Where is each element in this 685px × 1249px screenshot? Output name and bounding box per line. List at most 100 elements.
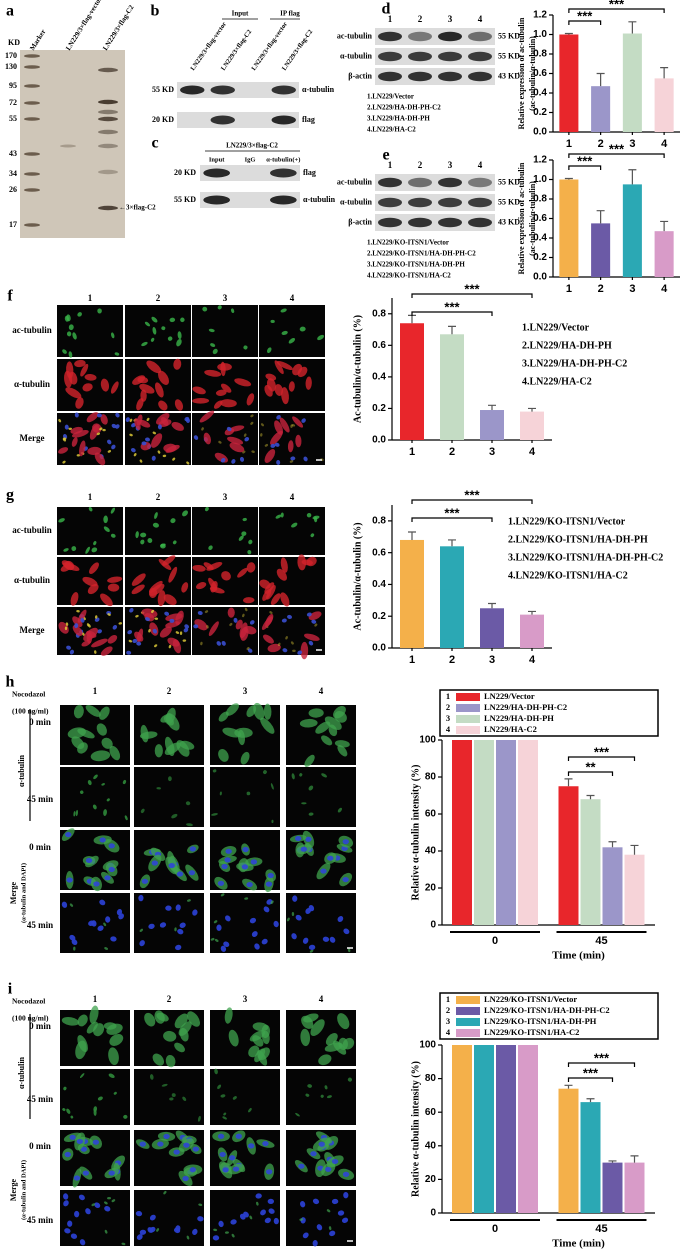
cell [261, 616, 273, 630]
cell [139, 1229, 147, 1235]
nucleus [232, 1166, 240, 1172]
cell [85, 704, 101, 717]
label: Merge [9, 881, 18, 904]
cell [99, 706, 110, 720]
bar [622, 33, 642, 132]
error-bar [408, 314, 416, 324]
label: 1.LN229/Vector [367, 93, 414, 101]
bar [558, 1088, 579, 1213]
cell [220, 399, 237, 408]
cell [312, 1240, 318, 1247]
cell [299, 1218, 304, 1221]
cell [104, 1229, 108, 1234]
cell [149, 1074, 154, 1080]
cell [177, 928, 184, 935]
cell [221, 571, 231, 581]
label: 3 [448, 160, 453, 170]
nucleus [267, 872, 274, 879]
label: 95 [9, 81, 17, 90]
error-bar [448, 539, 456, 547]
bar [520, 411, 544, 440]
label: ←3×flag-C2 [119, 204, 156, 212]
cell [304, 633, 320, 641]
error-bar [528, 610, 536, 615]
cell [263, 770, 267, 775]
cell [99, 899, 106, 906]
cell [223, 1112, 227, 1116]
label: Input [209, 156, 225, 163]
cell [107, 635, 118, 644]
cell [216, 641, 222, 646]
y-tick-label: 40 [425, 1140, 437, 1151]
band [408, 51, 432, 62]
cell [170, 518, 176, 524]
cell [156, 787, 161, 790]
cell [158, 559, 172, 570]
bar [654, 231, 674, 277]
cell [192, 909, 198, 916]
band [468, 31, 492, 42]
cell [157, 590, 166, 607]
cell [295, 914, 302, 921]
cell [226, 426, 232, 432]
cell [103, 526, 110, 532]
cell [74, 1210, 80, 1218]
band [271, 115, 296, 125]
cell [86, 623, 90, 627]
panel-label: a [6, 3, 14, 20]
cell [217, 1084, 222, 1090]
nucleus [320, 868, 327, 874]
cell [260, 423, 264, 427]
cell [292, 416, 304, 428]
cell [217, 363, 232, 371]
micrograph [134, 1190, 204, 1246]
label: 4 [478, 14, 483, 24]
cell [197, 610, 203, 616]
label: 2.LN229/KO-ITSN1/HA-DH-PH-C2 [367, 250, 476, 258]
error-bar [628, 169, 637, 185]
bar [559, 179, 579, 277]
y-tick-label: 100 [419, 735, 436, 746]
cell [202, 306, 208, 312]
cell [154, 382, 164, 398]
cell [306, 512, 312, 518]
cell [185, 801, 191, 806]
bar [559, 34, 579, 132]
cell [168, 644, 172, 649]
error-bar [630, 1155, 639, 1163]
cell [176, 338, 182, 347]
legend-label: 3.LN229/KO-ITSN1/HA-DH-PH-C2 [508, 552, 663, 563]
x-tick-label: 3 [629, 283, 635, 295]
band [24, 223, 40, 227]
cell [77, 609, 87, 623]
cell [182, 510, 188, 517]
label: 3 [243, 994, 248, 1004]
cell [182, 639, 187, 642]
label: LN229/3×flag-C2 [281, 29, 314, 72]
label: 170 [5, 51, 17, 60]
cell [235, 619, 243, 630]
panel-label: i [8, 981, 13, 998]
panel-label: b [151, 3, 160, 20]
legend-swatch [456, 693, 480, 701]
cell [248, 1107, 252, 1113]
nucleus [262, 1140, 269, 1147]
cell [238, 535, 244, 541]
cell [71, 437, 78, 447]
x-tick-label: 3 [629, 138, 635, 150]
cell [177, 331, 182, 340]
cell [75, 397, 84, 409]
label: 55 KD [174, 195, 196, 204]
cell [228, 1029, 239, 1047]
cell [150, 337, 155, 342]
x-tick-label: 0 [492, 935, 498, 947]
cell [91, 638, 108, 648]
cell [148, 629, 151, 633]
cell [250, 421, 254, 425]
label: β-actin [348, 71, 372, 80]
cell [140, 532, 147, 538]
label: 130 [5, 62, 17, 71]
x-tick-label: 1 [566, 283, 572, 295]
cell [280, 512, 284, 518]
cell [328, 1226, 332, 1231]
